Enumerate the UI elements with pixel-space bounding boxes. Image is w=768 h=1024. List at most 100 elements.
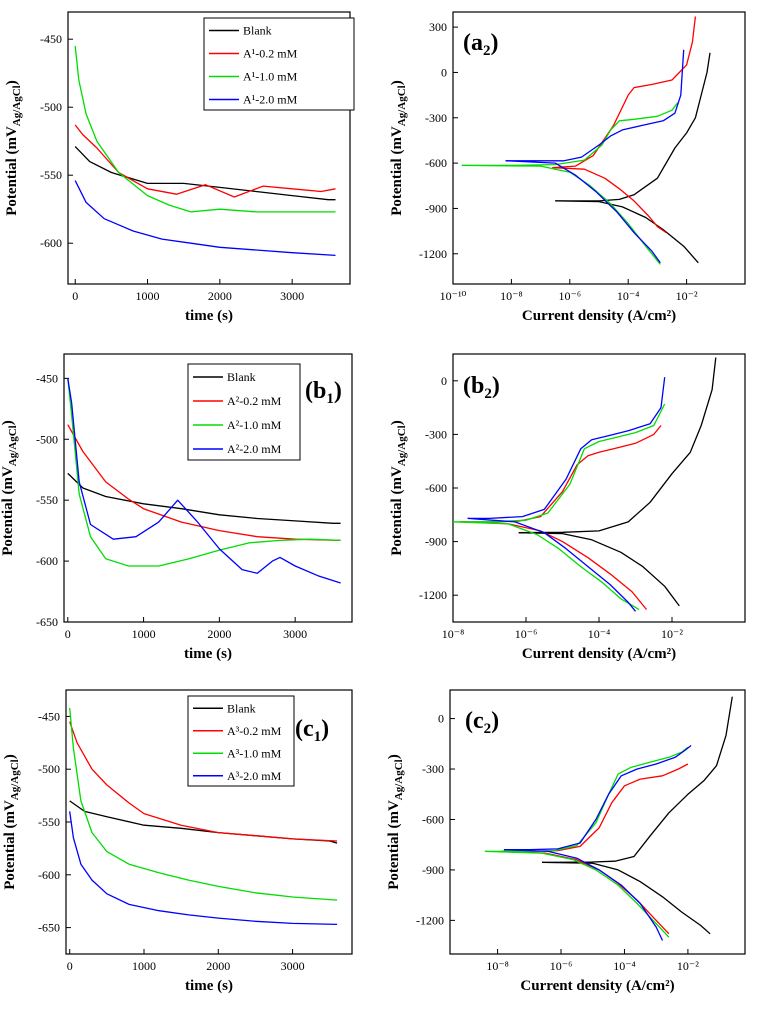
chart-a1: -450 -500 -550 -600 0 1000 2000 3000 time (s) Pot… — [4, 11, 355, 324]
y-axis-label-main: Potential (mV — [389, 126, 405, 216]
x-tick-label: 10⁻⁴ — [613, 959, 636, 973]
x-tick-label: 1000 — [132, 959, 156, 973]
panel-label-open: ( — [463, 373, 471, 399]
x-tick-label: 3000 — [281, 959, 305, 973]
x-tick-label: 10⁻⁶ — [550, 959, 573, 973]
plot-frame — [67, 11, 351, 285]
x-tick-label: 10⁻⁸ — [442, 627, 465, 641]
legend-label: Blank — [227, 701, 256, 715]
y-axis-label-main: Potential (mV — [389, 466, 405, 556]
x-axis-label: time (s) — [185, 308, 233, 324]
y-tick-label: -600 — [40, 236, 62, 250]
series-line-Blank — [541, 696, 733, 864]
legend-label: A¹-2.0 mM — [243, 93, 298, 107]
series-line-c02 — [552, 166, 667, 234]
series-line-c10 — [67, 378, 341, 567]
x-tick-label: 0 — [65, 627, 71, 641]
y-tick-label: -900 — [425, 201, 447, 215]
y-tick-label: -500 — [36, 432, 58, 446]
series-line-c02 — [552, 16, 697, 169]
x-axis-label: time (s) — [184, 646, 232, 662]
series-line-c10 — [452, 521, 640, 611]
series-line-Blank — [69, 800, 338, 844]
y-axis-label: Potential (mVAg/AgCl) — [389, 80, 408, 216]
series-line-c02 — [69, 721, 338, 842]
x-tick-label: 0 — [67, 959, 73, 973]
x-tick-label: 2000 — [207, 627, 231, 641]
y-tick-label: -1200 — [419, 247, 447, 261]
series-line-c10 — [74, 45, 336, 213]
plot-frame — [452, 11, 746, 285]
panel-label-letter: b — [313, 378, 326, 404]
panel-label-sub: 2 — [483, 43, 491, 59]
series-line-c02 — [67, 424, 341, 542]
y-axis-label: Potential (mVAg/AgCl) — [0, 420, 19, 556]
panel-label: (a2) — [463, 30, 499, 59]
series-line-c20 — [74, 180, 336, 257]
x-tick-label: 10⁻⁸ — [500, 289, 523, 303]
panel-label-open: ( — [305, 378, 313, 404]
x-axis-label: Current density (A/cm²) — [522, 646, 676, 662]
panel-label-close: ) — [491, 708, 499, 734]
series-line-c02 — [74, 124, 336, 198]
series-line-c10 — [69, 707, 338, 901]
x-tick-label: 10⁻⁶ — [559, 289, 582, 303]
y-tick-label: 300 — [429, 20, 447, 34]
x-axis-label: Current density (A/cm²) — [522, 308, 676, 324]
series-line-Blank — [67, 472, 341, 524]
legend-label: A³-0.2 mM — [227, 724, 282, 738]
x-tick-label: 2000 — [208, 289, 232, 303]
panel-label-close: ) — [492, 373, 500, 399]
series-line-c20 — [467, 517, 637, 612]
y-axis-label-sub: Ag/AgCl — [9, 759, 21, 800]
x-tick-label: 1000 — [136, 289, 160, 303]
chart-b2: 0 -300 -600 -900 -1200 10⁻⁸ 10⁻⁶ 10⁻⁴ 10⁻² Curren… — [389, 353, 746, 662]
y-tick-label: -550 — [38, 815, 60, 829]
panel-label-close: ) — [321, 716, 329, 742]
y-axis-label-sub: Ag/AgCl — [396, 85, 408, 126]
y-tick-label: -550 — [36, 493, 58, 507]
plot-frame — [449, 689, 746, 955]
panel-label-open: ( — [465, 708, 473, 734]
legend-box — [187, 695, 295, 787]
x-tick-label: 10⁻¹⁰ — [440, 289, 467, 303]
y-tick-label: -900 — [422, 863, 444, 877]
y-tick-label: 0 — [441, 65, 447, 79]
y-tick-label: -550 — [40, 168, 62, 182]
x-tick-label: 10⁻⁴ — [588, 627, 611, 641]
series-line-Blank — [555, 52, 711, 202]
panel-label-close: ) — [334, 378, 342, 404]
x-tick-label: 2000 — [206, 959, 230, 973]
y-tick-label: -300 — [425, 427, 447, 441]
series-line-c20 — [505, 49, 685, 162]
legend-label: A³-1.0 mM — [227, 746, 282, 760]
y-axis-label-end: ) — [389, 420, 405, 425]
panel-label: (b2) — [463, 373, 500, 402]
panel-label-open: ( — [463, 30, 471, 56]
series-line-Blank — [541, 861, 711, 935]
series-line-c02 — [460, 521, 648, 610]
series-line-c10 — [461, 102, 679, 167]
y-tick-label: -500 — [40, 100, 62, 114]
y-axis-label: Potential (mVAg/AgCl) — [386, 754, 405, 890]
y-tick-label: -650 — [38, 921, 60, 935]
panel-label-sub: 1 — [314, 729, 322, 745]
y-axis-label-end: ) — [2, 754, 18, 759]
panel-label: (c1) — [295, 716, 329, 745]
series-line-c02 — [460, 425, 662, 523]
y-axis-label-sub: Ag/AgCl — [11, 85, 23, 126]
y-axis-label-sub: Ag/AgCl — [393, 759, 405, 800]
y-axis-label: Potential (mVAg/AgCl) — [2, 754, 21, 890]
x-axis-label: time (s) — [185, 978, 233, 994]
panel-label-sub: 1 — [326, 391, 334, 407]
y-tick-label: 0 — [441, 374, 447, 388]
series-line-c10 — [484, 746, 689, 853]
legend-label: A²-1.0 mM — [227, 418, 282, 432]
y-tick-label: -450 — [38, 709, 60, 723]
y-tick-label: 0 — [438, 712, 444, 726]
panel-label-letter: a — [471, 30, 483, 56]
panel-label-sub: 2 — [484, 721, 492, 737]
y-tick-label: -600 — [422, 812, 444, 826]
chart-a2: 300 0 -300 -600 -900 -1200 10⁻¹⁰ 10⁻⁸ 10⁻⁶ 10⁻⁴ 10… — [389, 11, 746, 324]
y-tick-label: -300 — [422, 762, 444, 776]
